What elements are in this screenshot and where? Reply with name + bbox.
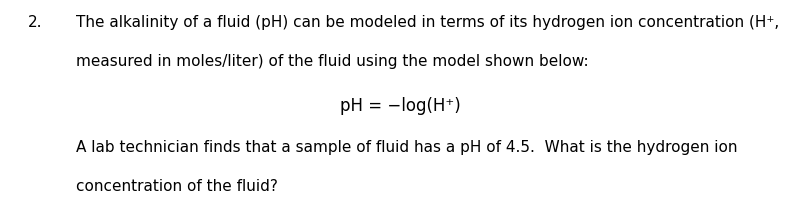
Text: measured in moles/liter) of the fluid using the model shown below:: measured in moles/liter) of the fluid us… (76, 54, 589, 69)
Text: 2.: 2. (28, 15, 42, 30)
Text: The alkalinity of a fluid (pH) can be modeled in terms of its hydrogen ion conce: The alkalinity of a fluid (pH) can be mo… (76, 15, 779, 30)
Text: A lab technician finds that a sample of fluid has a pH of 4.5.  What is the hydr: A lab technician finds that a sample of … (76, 140, 738, 155)
Text: pH = −log(H⁺): pH = −log(H⁺) (340, 97, 460, 115)
Text: concentration of the fluid?: concentration of the fluid? (76, 179, 278, 194)
